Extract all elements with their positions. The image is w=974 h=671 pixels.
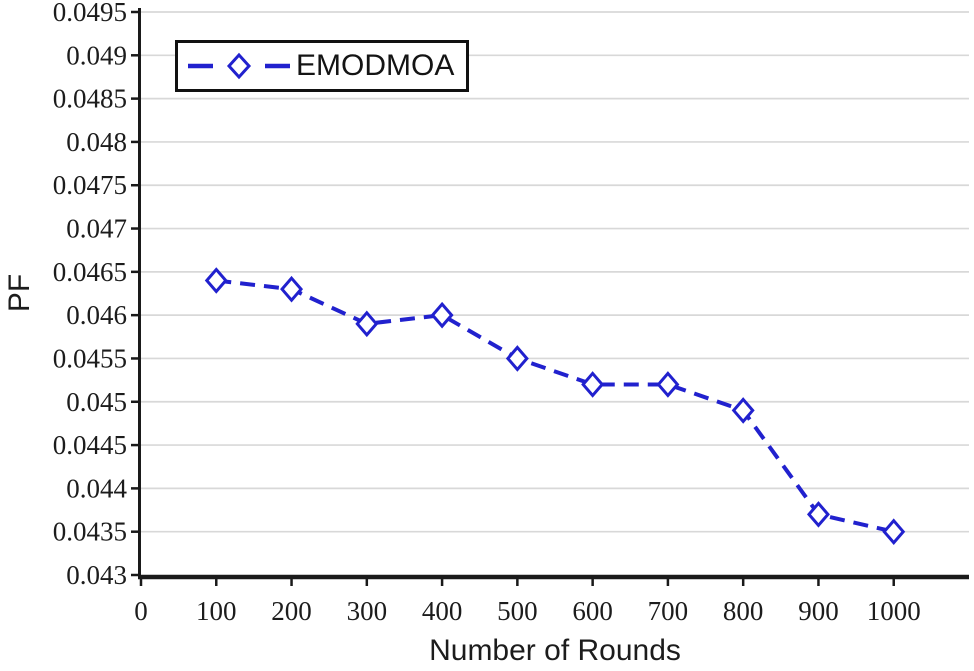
y-tick-label: 0.0495 [53, 0, 127, 27]
y-tick-label: 0.045 [66, 387, 127, 417]
y-tick-label: 0.044 [66, 473, 127, 503]
y-tick-label: 0.0435 [53, 517, 127, 547]
x-tick-label: 100 [196, 596, 237, 626]
data-point-marker [505, 345, 529, 372]
data-point-marker [280, 275, 304, 303]
x-tick-label: 400 [422, 596, 463, 626]
x-tick-label: 500 [497, 596, 538, 626]
series-line [216, 278, 895, 534]
y-axis-title: PF [3, 273, 36, 313]
data-point-marker [656, 371, 680, 398]
data-point-marker [204, 267, 228, 294]
data-point-marker [731, 397, 755, 424]
legend-line-marker-icon [188, 52, 290, 80]
legend: EMODMOA [175, 40, 470, 92]
x-tick-label: 300 [347, 596, 388, 626]
x-tick-label: 200 [271, 596, 312, 626]
y-tick-label: 0.043 [66, 560, 127, 590]
x-tick-label: 0 [134, 596, 148, 626]
legend-series-label: EMODMOA [296, 49, 455, 82]
y-tick-label: 0.0455 [53, 343, 127, 373]
x-axis-title: Number of Rounds [429, 634, 681, 667]
y-tick-label: 0.047 [66, 214, 127, 244]
x-tick-label: 800 [723, 596, 764, 626]
y-tick-label: 0.0465 [53, 257, 127, 287]
y-tick-label: 0.0475 [53, 170, 127, 200]
legend-marker [226, 52, 252, 80]
data-point-marker [430, 301, 454, 329]
x-tick-label: 700 [648, 596, 689, 626]
x-tick-label: 600 [572, 596, 613, 626]
y-tick-label: 0.046 [66, 300, 127, 330]
y-tick-label: 0.0445 [53, 430, 127, 460]
data-point-marker [882, 518, 906, 545]
x-tick-label: 900 [798, 596, 839, 626]
data-point-marker [355, 310, 379, 338]
data-point-marker [806, 501, 830, 528]
y-tick-label: 0.049 [66, 40, 127, 70]
y-tick-label: 0.048 [66, 127, 127, 157]
y-tick-label: 0.0485 [53, 84, 127, 114]
x-tick-label: 1000 [867, 596, 921, 626]
data-point-marker [581, 371, 605, 398]
